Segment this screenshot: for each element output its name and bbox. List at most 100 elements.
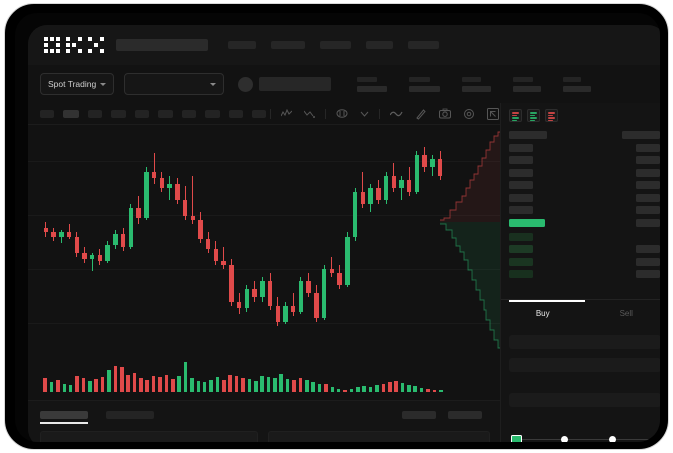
orderbook-ask-amount[interactable]	[622, 131, 660, 139]
volume-bar	[253, 380, 258, 392]
candle-body	[267, 281, 273, 306]
step-2[interactable]	[560, 436, 568, 442]
orderbook-bid-row[interactable]	[509, 245, 533, 253]
chart-settings-gear-icon[interactable]	[463, 108, 475, 120]
orderbook-ask-amount[interactable]	[636, 181, 660, 189]
orderbook-ask-row[interactable]	[509, 181, 533, 189]
header-nav-item-3[interactable]	[320, 41, 351, 49]
orders-card-left[interactable]	[40, 431, 258, 442]
tab-sell-label: Sell	[619, 309, 633, 318]
step-3[interactable]	[609, 436, 617, 442]
orderbook-ask-row[interactable]	[509, 143, 533, 152]
candle-body	[360, 191, 366, 204]
volume-bar	[273, 378, 277, 392]
bottom-tab-2[interactable]	[106, 411, 154, 419]
order-field-1[interactable]	[509, 335, 660, 349]
logo-letter-o	[44, 37, 48, 53]
timeframe-chip-4[interactable]	[111, 109, 126, 118]
step-1[interactable]	[511, 435, 522, 442]
orderbook-ask-amount[interactable]	[636, 143, 660, 152]
timeframe-chip-10[interactable]	[252, 109, 266, 118]
volume-bar	[68, 385, 73, 392]
orderbook-highlight-amount[interactable]	[636, 218, 660, 227]
orderbook-ask-row[interactable]	[509, 193, 533, 202]
candle-wick	[91, 252, 93, 272]
orderbook[interactable]	[501, 129, 660, 289]
candlestick-chart[interactable]	[28, 125, 500, 350]
orderbook-ask-row[interactable]	[509, 131, 547, 139]
orderbook-ask-amount[interactable]	[636, 193, 660, 202]
orderbook-bid-amount[interactable]	[636, 270, 660, 278]
search-input[interactable]	[116, 39, 208, 51]
timeframe-chip-6[interactable]	[158, 109, 173, 118]
orderbook-mode-bar	[530, 119, 535, 122]
header-nav-item-5[interactable]	[408, 41, 439, 49]
orderbook-ask-row[interactable]	[509, 206, 533, 214]
timeframe-chip-2[interactable]	[63, 109, 79, 118]
bottom-tab-1[interactable]	[40, 411, 88, 419]
candle-body	[66, 232, 72, 237]
drawing-pencil-icon[interactable]	[415, 108, 427, 120]
volume-bar	[400, 382, 405, 392]
orderbook-ask-row[interactable]	[509, 156, 533, 164]
bottom-action-2[interactable]	[448, 411, 482, 419]
volume-bar	[88, 380, 92, 392]
orders-card-right[interactable]	[268, 431, 490, 442]
timeframe-chip-9[interactable]	[229, 109, 243, 118]
volume-bar	[241, 377, 245, 392]
snapshot-camera-icon[interactable]	[439, 108, 451, 119]
orderbook-both-icon[interactable]	[509, 109, 522, 122]
volume-bar	[164, 375, 169, 392]
compare-icon[interactable]	[304, 109, 315, 118]
orderbook-bid-row[interactable]	[509, 270, 533, 278]
order-field-3[interactable]	[509, 393, 660, 407]
device-bezel: OKX	[15, 13, 660, 442]
tab-buy[interactable]: Buy	[501, 300, 585, 327]
timeframe-chip-1[interactable]	[40, 109, 54, 118]
market-type-selector[interactable]: Spot Trading	[40, 73, 115, 95]
line-chart-icon[interactable]	[390, 109, 403, 118]
timeframe-chip-7[interactable]	[182, 109, 196, 118]
order-field-2[interactable]	[509, 358, 660, 372]
header-nav-item-1[interactable]	[228, 41, 256, 49]
bottom-action-1[interactable]	[402, 411, 436, 419]
step-4[interactable]	[658, 436, 660, 442]
orderbook-bid-row[interactable]	[509, 232, 533, 241]
timeframe-chip-5[interactable]	[135, 109, 149, 118]
orderbook-bid-amount[interactable]	[636, 257, 660, 266]
orderbook-bid-row[interactable]	[509, 257, 533, 266]
orderbook-mode-bar	[512, 117, 519, 119]
chart-type-chevron-icon[interactable]	[360, 111, 369, 117]
orderbook-ask-amount[interactable]	[636, 168, 660, 177]
fullscreen-expand-icon[interactable]	[487, 107, 499, 120]
timeframe-chip-3[interactable]	[88, 109, 102, 118]
app-viewport: OKX	[28, 25, 660, 442]
okx-logo[interactable]: OKX	[42, 37, 104, 53]
candle-body	[136, 208, 141, 219]
timeframe-chip-8[interactable]	[205, 109, 220, 118]
orderbook-ask-row[interactable]	[509, 168, 533, 177]
header-nav-item-2[interactable]	[271, 41, 305, 49]
orderbook-bid-amount[interactable]	[636, 245, 660, 253]
chart-toolbar	[28, 103, 660, 125]
market-stat-4	[513, 76, 542, 92]
volume-histogram[interactable]	[28, 350, 500, 400]
trading-pair-selector[interactable]	[124, 73, 225, 95]
orderbook-asks-icon[interactable]	[545, 109, 558, 122]
depth-ask-line	[440, 223, 503, 352]
volume-bar	[407, 384, 411, 392]
orderbook-ask-amount[interactable]	[636, 156, 660, 164]
volume-bar	[330, 387, 335, 392]
candle-body	[51, 232, 56, 237]
indicators-icon[interactable]	[281, 109, 292, 118]
candle-body	[120, 234, 126, 247]
volume-bar	[202, 382, 207, 392]
orderbook-bids-icon[interactable]	[527, 109, 540, 122]
tab-sell[interactable]: Sell	[585, 300, 661, 327]
templates-icon[interactable]	[336, 109, 348, 118]
orderbook-highlight-row[interactable]	[509, 218, 545, 227]
candle-body	[345, 236, 350, 286]
candle-body	[352, 191, 358, 237]
orderbook-ask-amount[interactable]	[636, 206, 660, 214]
header-nav-item-4[interactable]	[366, 41, 393, 49]
